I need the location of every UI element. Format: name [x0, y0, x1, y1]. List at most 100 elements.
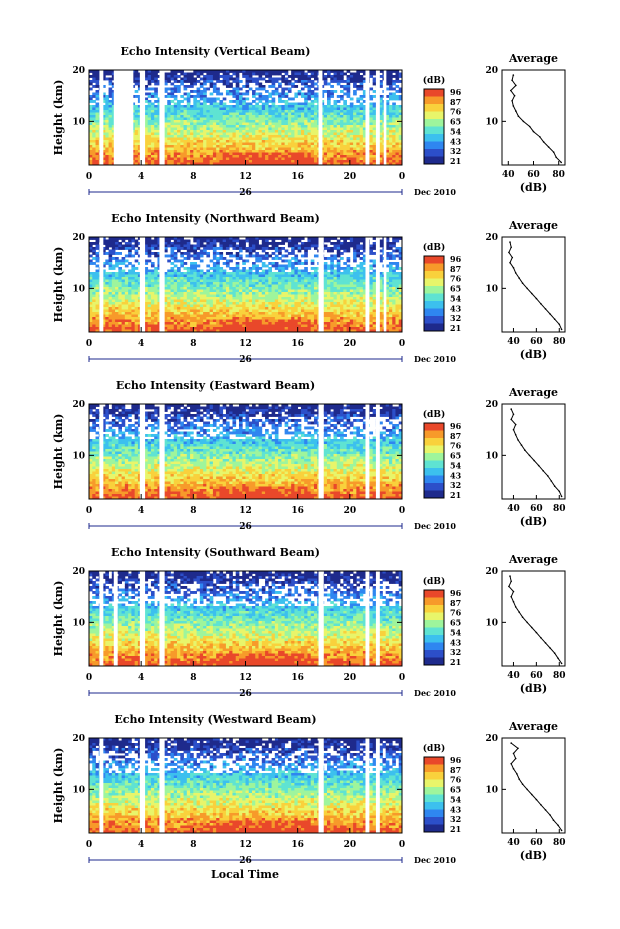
heatmap-cell: [252, 105, 256, 108]
heatmap-cell: [216, 142, 220, 146]
heatmap-cell: [313, 77, 318, 81]
heatmap-cell: [392, 132, 396, 136]
heatmap-cell: [323, 277, 328, 280]
heatmap-cell: [281, 125, 286, 128]
heatmap-cell: [310, 137, 315, 141]
heatmap-cell: [238, 239, 243, 243]
heatmap-cell: [150, 120, 155, 123]
heatmap-cell: [294, 112, 299, 116]
heatmap-cell: [177, 147, 181, 151]
heatmap-cell: [203, 289, 207, 293]
heatmap-cell: [281, 117, 286, 121]
heatmap-cell: [284, 137, 289, 141]
heatmap-cell: [271, 152, 276, 156]
heatmap-cell: [216, 247, 220, 250]
heatmap-cell: [216, 112, 220, 116]
heatmap-cell: [206, 152, 211, 156]
heatmap-cell: [212, 127, 217, 131]
heatmap-cell: [111, 257, 116, 260]
heatmap-cell: [186, 282, 191, 285]
heatmap-cell: [193, 157, 197, 161]
heatmap-cell: [105, 105, 109, 108]
heatmap-cell: [304, 147, 308, 151]
heatmap-cell: [92, 137, 96, 141]
heatmap-cell: [118, 274, 122, 278]
heatmap-cell: [385, 277, 390, 280]
heatmap-cell: [163, 289, 168, 293]
heatmap-cell: [134, 267, 139, 270]
heatmap-cell: [206, 120, 211, 123]
heatmap-cell: [134, 105, 139, 108]
heatmap-cell: [388, 117, 393, 121]
heatmap-cell: [291, 249, 295, 253]
heatmap-cell: [170, 277, 175, 280]
heatmap-cell: [216, 75, 220, 78]
heatmap-cell: [392, 160, 396, 163]
heatmap-cell: [163, 120, 168, 123]
heatmap-cell: [95, 274, 100, 278]
heatmap-cell: [105, 289, 109, 293]
heatmap-cell: [258, 160, 263, 163]
heatmap-cell: [108, 237, 113, 240]
heatmap-cell: [242, 259, 246, 263]
heatmap-cell: [199, 132, 204, 136]
heatmap-cell: [248, 160, 253, 163]
heatmap-cell: [395, 142, 400, 146]
heatmap-cell: [137, 130, 142, 133]
heatmap-cell: [255, 274, 259, 278]
heatmap-cell: [340, 287, 344, 290]
heatmap-cell: [340, 120, 344, 123]
heatmap-cell: [196, 254, 201, 258]
average-profile-point: [517, 115, 520, 117]
heatmap-cell: [287, 140, 292, 143]
heatmap-cell: [102, 264, 106, 268]
heatmap-cell: [294, 130, 299, 133]
heatmap-cell: [343, 85, 347, 88]
heatmap-cell: [209, 130, 214, 133]
heatmap-cell: [340, 70, 344, 73]
heatmap-cell: [232, 145, 237, 148]
heatmap-cell: [297, 127, 302, 131]
heatmap-cell: [278, 284, 282, 288]
heatmap-cell: [281, 100, 286, 103]
heatmap-cell: [216, 237, 220, 240]
heatmap-cell: [333, 137, 338, 141]
heatmap-cell: [392, 75, 396, 78]
heatmap-cell: [216, 259, 220, 263]
heatmap-cell: [89, 284, 93, 288]
heatmap-cell: [111, 125, 116, 128]
heatmap-cell: [144, 87, 149, 91]
heatmap-cell: [196, 162, 201, 166]
heatmap-cell: [261, 239, 266, 243]
heatmap-cell: [356, 132, 361, 136]
heatmap-cell: [235, 112, 240, 116]
heatmap-cell: [252, 100, 256, 103]
heatmap-cell: [304, 107, 308, 111]
heatmap-cell: [229, 150, 233, 153]
heatmap-cell: [199, 160, 204, 163]
heatmap-cell: [255, 77, 259, 81]
heatmap-cell: [199, 125, 204, 128]
heatmap-cell: [225, 117, 230, 121]
date-label: Dec 2010: [414, 187, 456, 197]
heatmap-cell: [359, 112, 364, 116]
heatmap-cell: [388, 247, 393, 250]
heatmap-cell: [297, 247, 302, 250]
heatmap-cell: [232, 150, 237, 153]
heatmap-cell: [186, 284, 191, 288]
heatmap-cell: [163, 155, 168, 158]
heatmap-cell: [398, 127, 403, 131]
heatmap-cell: [108, 157, 113, 161]
heatmap-cell: [271, 120, 276, 123]
heatmap-cell: [340, 145, 344, 148]
heatmap-cell: [193, 142, 197, 146]
heatmap-cell: [150, 102, 155, 106]
heatmap-cell: [291, 237, 295, 240]
heatmap-cell: [183, 112, 188, 116]
heatmap-cell: [343, 107, 347, 111]
heatmap-cell: [274, 147, 279, 151]
heatmap-cell: [313, 267, 318, 270]
heatmap-cell: [268, 77, 272, 81]
heatmap-cell: [216, 130, 220, 133]
heatmap-cell: [121, 289, 126, 293]
